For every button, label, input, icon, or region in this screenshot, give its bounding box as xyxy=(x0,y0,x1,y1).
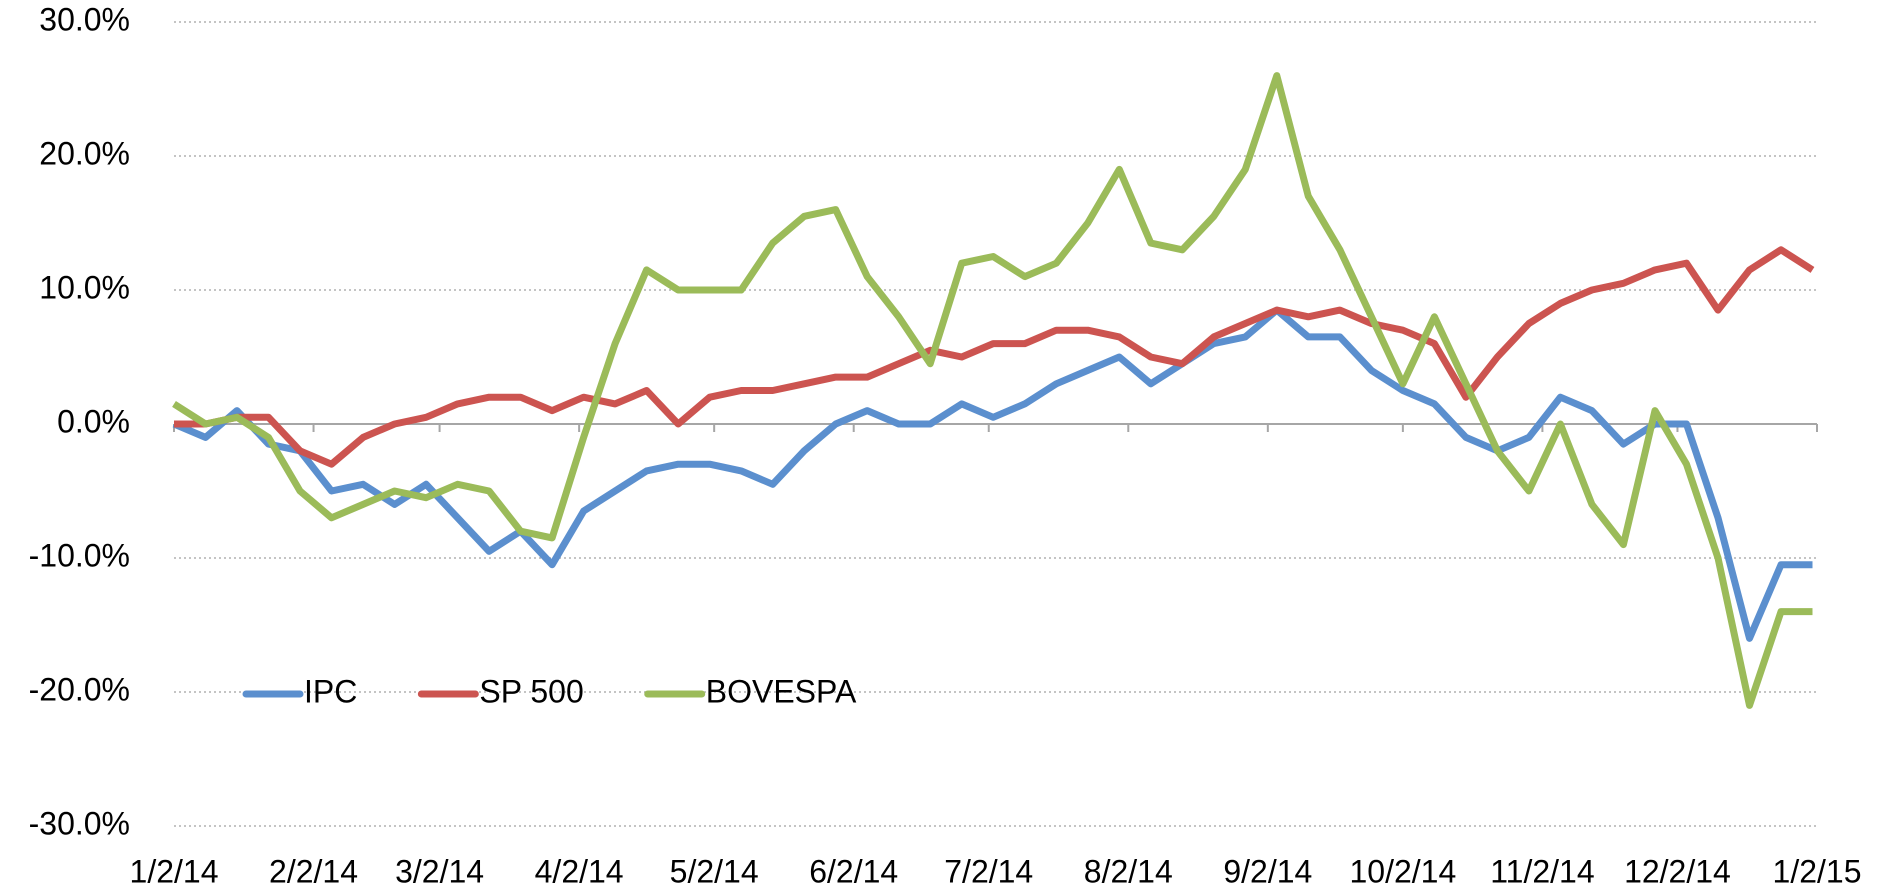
legend-label: IPC xyxy=(304,673,357,709)
y-tick-label: 0.0% xyxy=(57,403,130,439)
x-tick-label: 6/2/14 xyxy=(809,853,898,889)
x-tick-label: 2/2/14 xyxy=(269,853,358,889)
y-tick-label: 10.0% xyxy=(39,269,130,305)
series-line xyxy=(174,246,1815,468)
x-tick-label: 8/2/14 xyxy=(1084,853,1173,889)
x-tick-label: 1/2/14 xyxy=(130,853,219,889)
x-tick-label: 4/2/14 xyxy=(535,853,624,889)
y-tick-label: -30.0% xyxy=(29,805,130,841)
x-tick-label: 12/2/14 xyxy=(1624,853,1731,889)
series-line xyxy=(172,72,1813,709)
y-tick-label: 20.0% xyxy=(39,135,130,171)
x-tick-label: 10/2/14 xyxy=(1349,853,1456,889)
x-tick-label: 7/2/14 xyxy=(944,853,1033,889)
x-tick-label: 5/2/14 xyxy=(670,853,759,889)
legend-label: BOVESPA xyxy=(706,673,857,709)
series-line xyxy=(172,306,1813,642)
legend-label: SP 500 xyxy=(479,673,583,709)
x-tick-label: 11/2/14 xyxy=(1490,853,1594,889)
x-tick-label: 1/2/15 xyxy=(1773,853,1862,889)
x-tick-label: 9/2/14 xyxy=(1223,853,1312,889)
y-tick-label: -10.0% xyxy=(29,537,130,573)
x-tick-label: 3/2/14 xyxy=(395,853,484,889)
y-tick-label: 30.0% xyxy=(39,1,130,37)
y-tick-label: -20.0% xyxy=(29,671,130,707)
